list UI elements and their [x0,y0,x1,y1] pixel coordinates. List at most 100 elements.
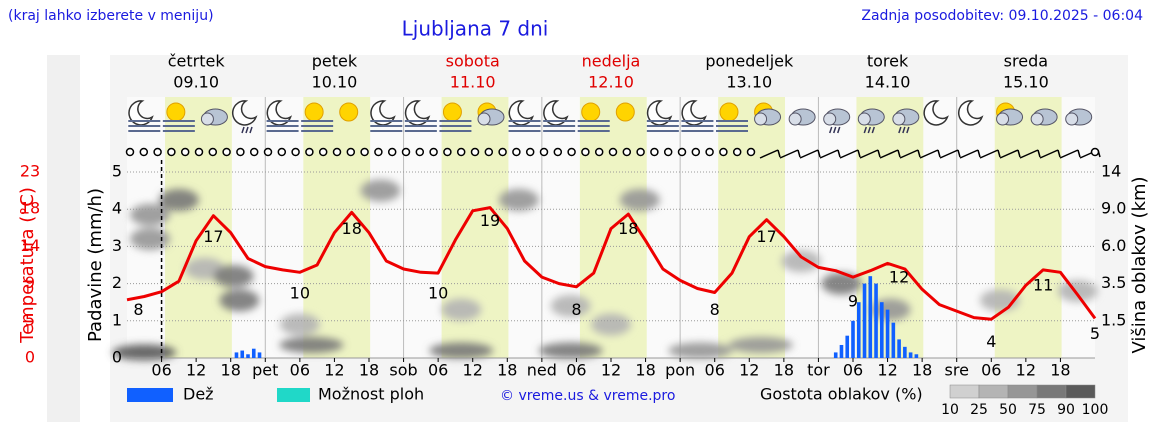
temp-label: 8 [133,300,143,319]
y-tick-label: 1 [112,310,122,329]
x-tick-label: 06 [981,361,1001,380]
wind-barb [777,149,781,158]
precip-bar [856,302,861,358]
weather-icon [615,102,635,122]
wind-barb [1017,149,1021,158]
weather-icon [339,102,359,122]
cloud-legend-box [978,384,1009,399]
cloud-cell [619,188,660,211]
cloud-layer [112,179,1098,361]
weather-icon [857,108,885,134]
wind-calm [746,147,756,157]
icon-moon [681,100,707,126]
weather-icon [892,108,920,134]
weather-icon [231,100,258,134]
x-tick-label: 12 [324,361,344,380]
icon-moon [128,100,154,126]
x-tick-label: 18 [1050,361,1070,380]
icon-moon [404,100,431,126]
x-tick-label: 18 [497,361,517,380]
wind-calm [167,147,176,157]
icon-cloud [477,112,491,126]
precip-bar [833,352,838,358]
x-tick-label: 06 [290,361,310,380]
icon-sun [581,102,601,122]
day-name: nedelja [582,52,641,71]
temp-label: 8 [571,300,581,319]
cloud-legend-tick: 90 [1057,402,1075,418]
weather-icon [681,100,714,132]
x-tick-label: pon [665,361,695,380]
precip-bar [897,339,901,358]
icon-cloud [1030,112,1044,126]
icon-rain [863,126,867,134]
icon-rain [871,126,875,134]
y2-axis-title: Višina oblakov (km) [1129,176,1150,353]
icon-moon [266,100,293,126]
cloud-cell [538,342,603,359]
wind-barb [997,149,1001,158]
weather-icon [162,102,195,132]
icon-cloud [788,112,802,126]
icon-rain [833,126,837,134]
x-tick-label: 06 [705,361,725,380]
icon-moon [370,100,396,126]
weather-icon [788,108,816,126]
wind-barb [879,149,899,159]
credit: © vreme.us & vreme.pro [500,388,675,404]
icon-sun [615,102,635,122]
cloud-legend-tick: 10 [941,402,959,418]
wind-calm [567,147,576,157]
y-tick-label: 0 [112,348,122,367]
wind-calm [498,147,507,157]
wind-calm [332,147,342,157]
weather-icon [996,102,1024,126]
precip-bar [874,283,878,358]
cloud-cell [498,188,539,211]
cloud-cell [360,179,401,202]
wind-barb [759,149,779,159]
day-date: 15.10 [1003,73,1049,92]
temp-tick-label: 5 [25,310,35,329]
weather-icon [370,100,403,132]
day-date: 10.10 [312,73,358,92]
x-tick-label: 06 [151,361,171,380]
weather-icon [543,100,576,132]
precip-bar [914,354,919,358]
icon-rain [898,126,902,134]
precip-bar [839,344,844,358]
temp-label: 17 [756,227,776,246]
temp-label: 18 [618,219,638,238]
wind-barb [899,149,919,159]
icon-rain [241,126,245,134]
cloud-legend-box [1065,384,1096,399]
wind-barb [1059,149,1079,159]
cloud-cell [550,294,591,317]
x-tick-label: 12 [739,361,759,380]
x-tick-label: ned [527,361,557,380]
wind-barb [817,149,821,158]
wind-barb [1039,149,1059,159]
wind-calm [608,147,618,157]
precip-bar [246,354,250,358]
wind-barb [937,149,941,158]
wind-calm [429,147,438,157]
left-panel [47,55,80,422]
daylight-band [165,97,232,358]
cloud-cell [219,289,260,312]
note: (kraj lahko izberete v meniju) [8,8,214,24]
wind-calm [415,147,425,157]
icon-moon [231,100,258,126]
precip-bar [903,346,907,358]
day-name: sobota [446,52,500,71]
weather-icon [439,102,472,132]
wind-calm [677,147,687,157]
icon-cloud [857,112,871,126]
precip-bar [908,352,913,358]
wind-calm [291,147,300,157]
wind-calm [539,147,549,157]
icon-sun [719,102,739,122]
day-date: 14.10 [865,73,911,92]
day-name: petek [312,52,358,71]
